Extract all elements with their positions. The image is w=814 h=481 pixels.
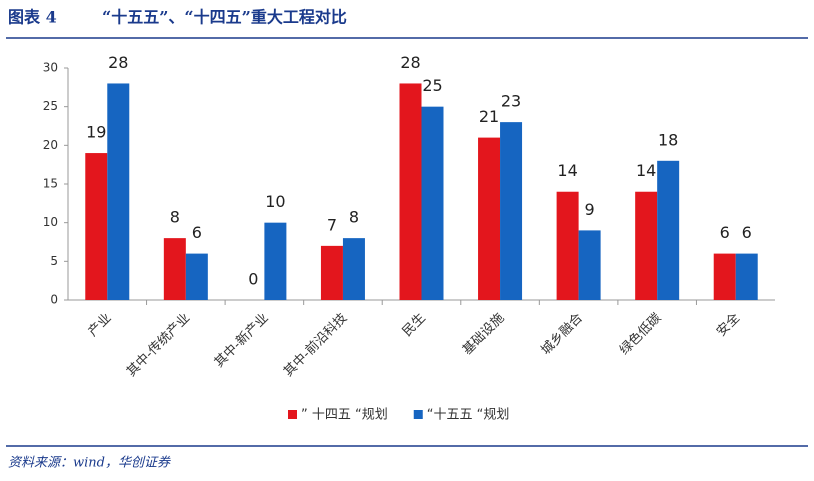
bar [578, 230, 601, 300]
value-label: 6 [742, 223, 752, 242]
legend-swatch [413, 410, 423, 419]
bar [713, 253, 736, 300]
x-tick-label: 产业 [86, 311, 115, 340]
value-label: 23 [501, 92, 521, 111]
x-tick-label: 其中-新产业 [211, 310, 272, 371]
legend-label: ” 十四五 “规划 [301, 408, 388, 423]
bar [320, 245, 343, 300]
y-tick-label: 30 [43, 61, 58, 75]
value-label: 28 [400, 53, 420, 72]
y-tick-label: 20 [43, 138, 58, 152]
bar [264, 222, 287, 300]
bar [421, 106, 444, 301]
bar [556, 191, 579, 300]
x-tick-label: 基础设施 [460, 311, 507, 358]
value-label: 19 [86, 123, 106, 142]
figure-title: “十五五”、“十四五”重大工程对比 [102, 8, 347, 27]
x-tick-label: 民生 [400, 311, 429, 340]
y-tick-label: 10 [43, 215, 58, 229]
figure-label: 图表 4 [8, 8, 57, 27]
bar [500, 122, 523, 300]
y-tick-label: 25 [43, 99, 58, 113]
y-tick-label: 0 [50, 293, 58, 307]
y-tick-label: 15 [43, 177, 58, 191]
source: 资料来源：wind，华创证券 [8, 456, 171, 471]
value-label: 6 [720, 223, 730, 242]
bar [185, 253, 208, 300]
value-label: 21 [479, 107, 499, 126]
chart: 051015202530产业1928其中-传统产业86其中-新产业010其中-前… [43, 53, 775, 423]
value-label: 28 [108, 53, 128, 72]
bar [478, 137, 501, 300]
value-label: 9 [585, 200, 595, 219]
bar [735, 253, 758, 300]
value-label: 10 [265, 192, 285, 211]
x-tick-label: 城乡融合 [539, 311, 586, 358]
legend-label: “十五五 “规划 [427, 408, 510, 423]
value-label: 18 [658, 130, 678, 149]
value-label: 6 [192, 223, 202, 242]
value-label: 14 [557, 161, 577, 180]
y-tick-label: 5 [50, 254, 58, 268]
bar [657, 160, 680, 300]
value-label: 7 [327, 215, 337, 234]
bar [342, 238, 365, 300]
value-label: 25 [422, 76, 442, 95]
value-label: 0 [248, 270, 258, 289]
value-label: 8 [170, 208, 180, 227]
x-tick-label: 安全 [713, 310, 743, 340]
bar [85, 153, 108, 300]
x-tick-label: 绿色低碳 [616, 310, 664, 358]
bar [399, 83, 422, 300]
legend-swatch [288, 410, 297, 419]
x-tick-label: 其中-前沿科技 [280, 310, 350, 380]
x-tick-label: 其中-传统产业 [124, 311, 193, 380]
value-label: 8 [349, 208, 359, 227]
bar [107, 83, 130, 300]
value-label: 14 [636, 161, 656, 180]
bar [163, 238, 186, 300]
bar [635, 191, 658, 300]
